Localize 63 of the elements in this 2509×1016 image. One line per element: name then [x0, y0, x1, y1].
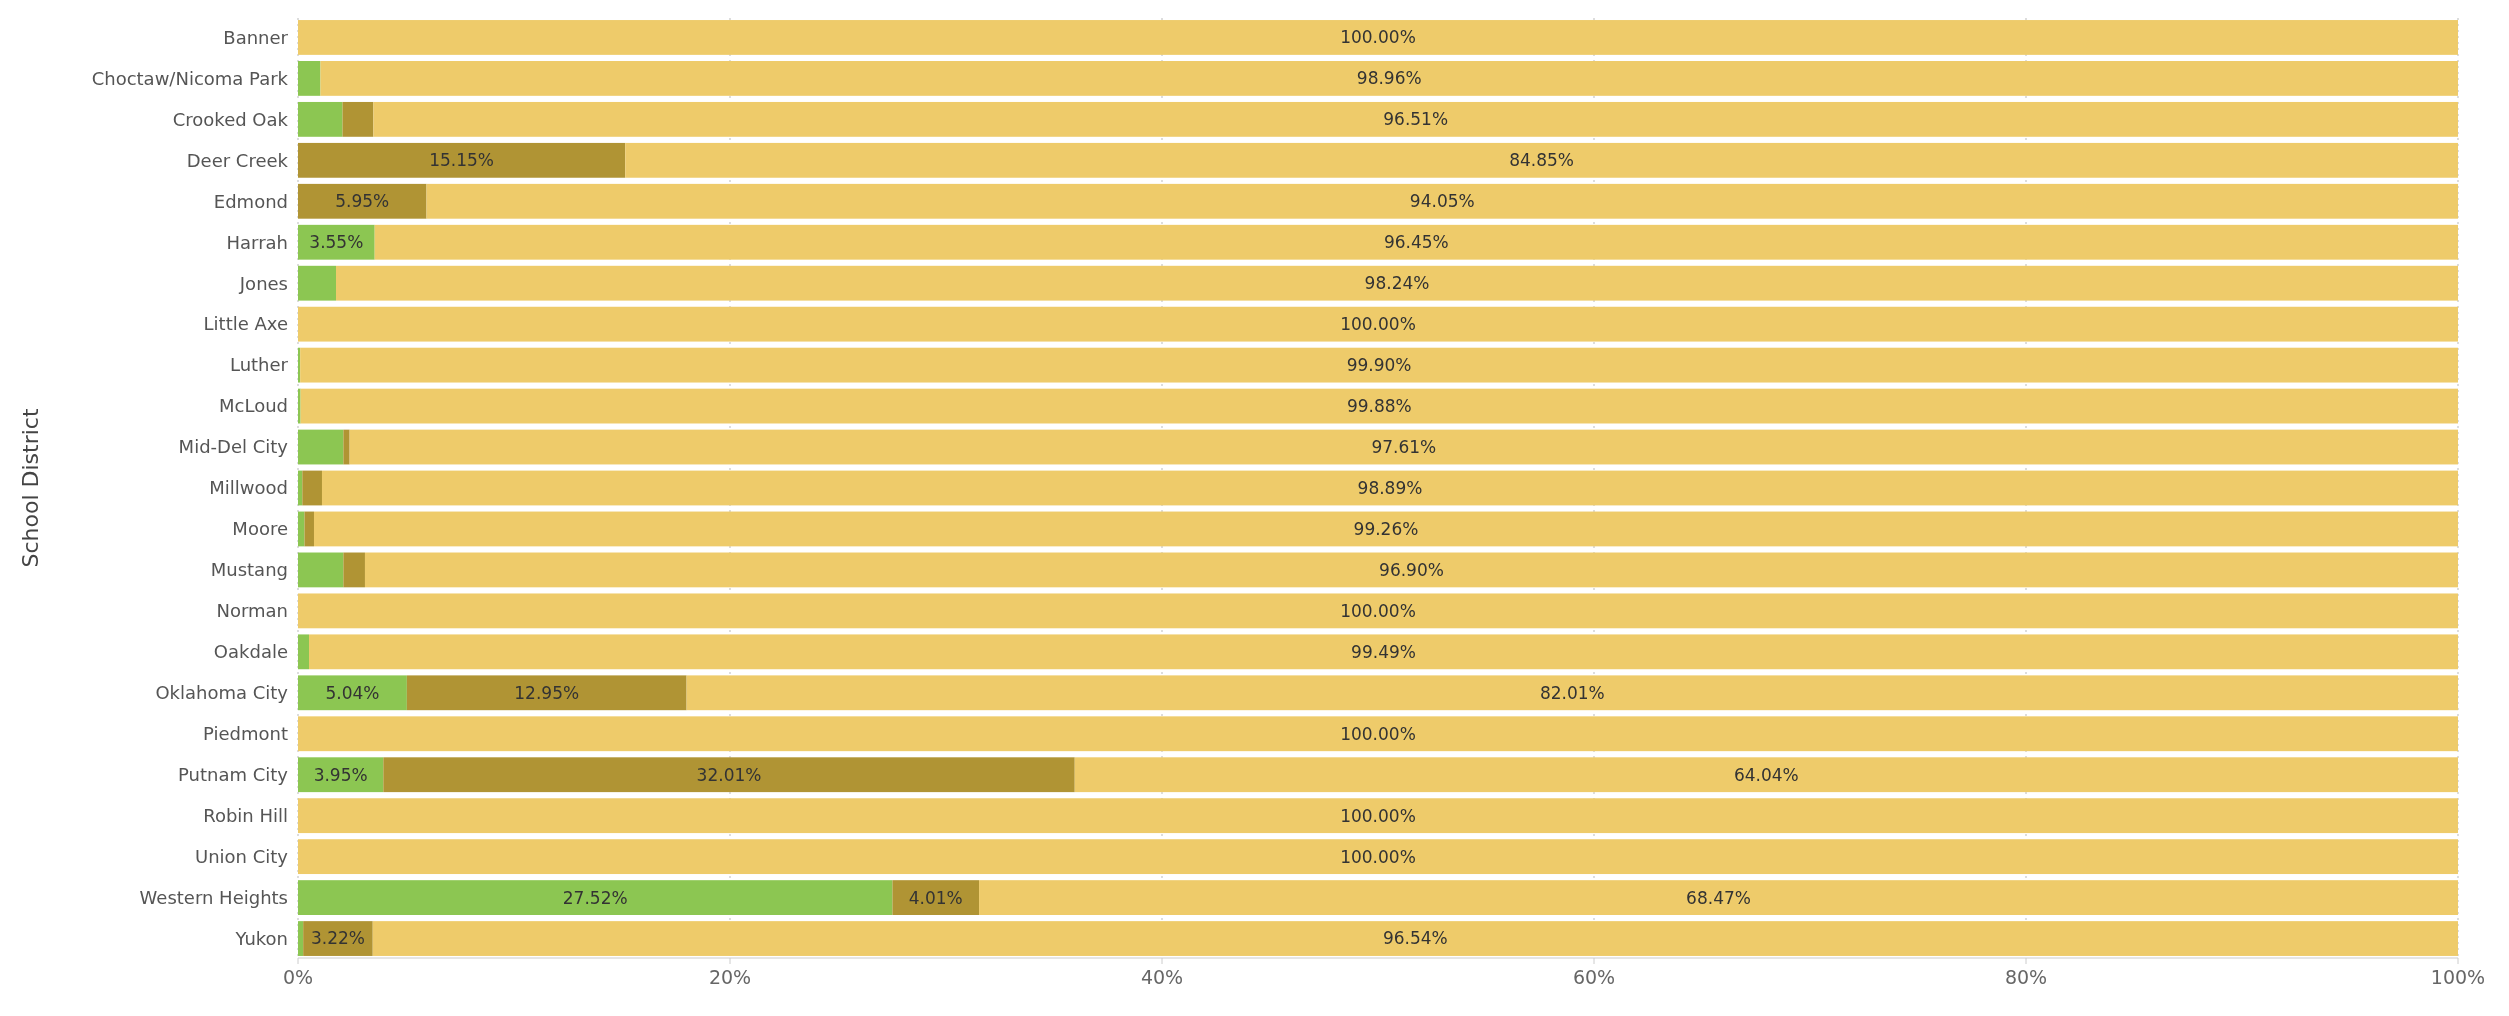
data-label: 100.00% [1340, 27, 1416, 48]
data-label: 100.00% [1340, 600, 1416, 621]
y-tick-label: Choctaw/Nicoma Park [91, 67, 289, 89]
data-label: 98.89% [1357, 477, 1423, 498]
y-tick-label: Banner [223, 26, 289, 48]
y-axis-title: School District [18, 408, 43, 568]
y-tick-label: Oakdale [213, 641, 288, 663]
data-label: 64.04% [1733, 764, 1799, 785]
data-label: 84.85% [1509, 150, 1575, 171]
data-label: 3.95% [313, 764, 368, 785]
y-tick-label: Robin Hill [203, 804, 288, 826]
data-label: 94.05% [1409, 191, 1475, 212]
data-label: 32.01% [696, 764, 762, 785]
data-label: 15.15% [429, 150, 495, 171]
y-tick-label: Oklahoma City [155, 682, 289, 704]
y-tick-label: Mid-Del City [178, 436, 289, 458]
y-tick-label: Western Heights [139, 886, 288, 908]
y-tick-label: Crooked Oak [172, 108, 289, 130]
data-label: 96.54% [1382, 928, 1448, 949]
y-tick-label: Putnam City [178, 764, 289, 786]
data-label: 3.55% [309, 232, 364, 253]
y-tick-label: Harrah [226, 231, 288, 253]
y-tick-label: Jones [238, 272, 288, 294]
data-label: 99.49% [1351, 641, 1416, 662]
y-tick-label: Millwood [209, 477, 288, 499]
y-tick-label: McLoud [219, 395, 288, 417]
x-tick-label: 100% [2430, 966, 2486, 988]
data-label: 97.61% [1371, 436, 1437, 457]
x-tick-label: 20% [708, 966, 752, 988]
y-tick-label: Little Axe [203, 313, 288, 335]
x-tick-label: 60% [1572, 966, 1616, 988]
data-label: 99.26% [1353, 518, 1419, 539]
data-label: 100.00% [1340, 805, 1416, 826]
y-tick-label: Moore [232, 518, 288, 540]
data-label: 82.01% [1539, 682, 1605, 703]
x-tick-label: 0% [282, 966, 314, 988]
data-label: 5.04% [325, 682, 380, 703]
data-label: 98.24% [1364, 273, 1430, 294]
data-label: 12.95% [514, 682, 580, 703]
y-tick-label: Yukon [234, 927, 288, 949]
y-tick-label: Luther [229, 354, 289, 376]
data-label: 4.01% [908, 887, 963, 908]
y-tick-label: Norman [216, 600, 288, 622]
data-label: 99.88% [1346, 396, 1412, 417]
y-tick-label: Piedmont [203, 723, 288, 745]
y-tick-label: Deer Creek [186, 149, 289, 171]
data-label: 100.00% [1340, 723, 1416, 744]
y-tick-label: Edmond [213, 190, 288, 212]
data-label: 96.51% [1383, 109, 1449, 130]
data-label: 5.95% [335, 191, 390, 212]
data-label: 27.52% [562, 887, 628, 908]
y-tick-label: Mustang [210, 559, 288, 581]
data-label: 3.22% [310, 928, 365, 949]
x-tick-label: 80% [2004, 966, 2048, 988]
data-label: 99.90% [1346, 355, 1412, 376]
data-label: 100.00% [1340, 314, 1416, 335]
data-label: 98.96% [1356, 68, 1422, 89]
data-label: 96.45% [1383, 232, 1449, 253]
y-tick-label: Union City [194, 845, 289, 867]
x-tick-label: 40% [1140, 966, 1184, 988]
data-label: 96.90% [1379, 559, 1444, 580]
data-label: 100.00% [1340, 846, 1416, 867]
data-label: 68.47% [1686, 887, 1751, 908]
